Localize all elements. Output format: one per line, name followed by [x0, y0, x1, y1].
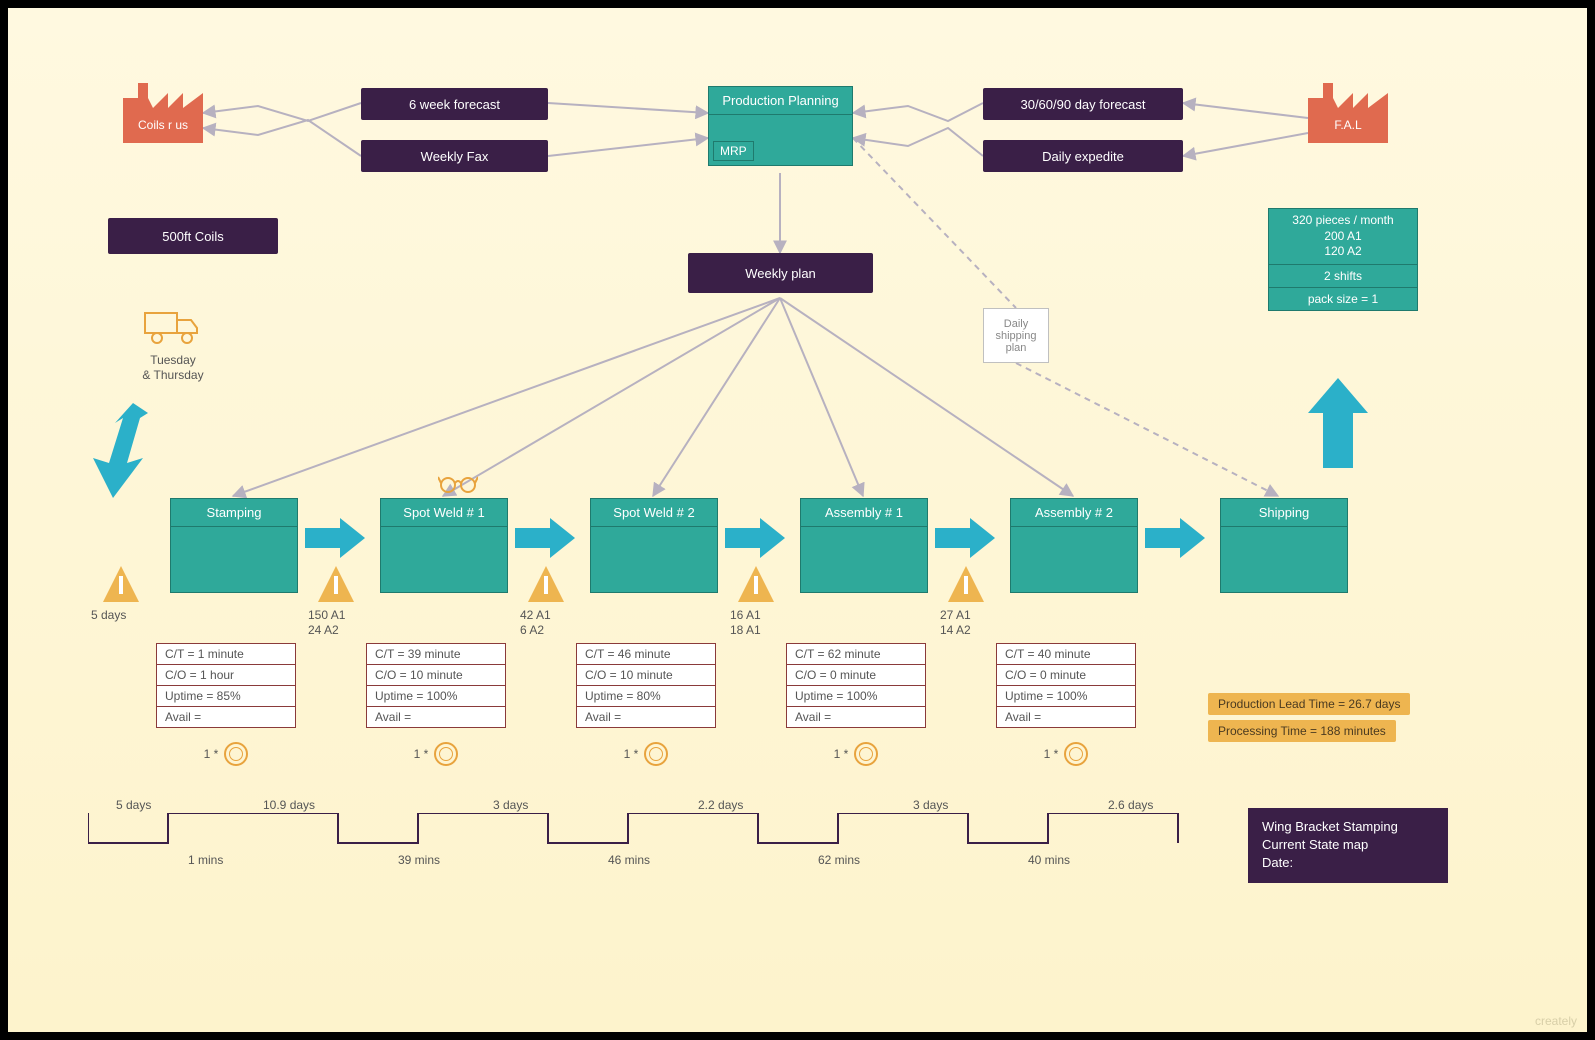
supplier-factory: Coils r us: [123, 83, 203, 146]
watermark: creately: [1535, 1014, 1577, 1028]
demand-pack: pack size = 1: [1269, 288, 1417, 310]
push-arrow-5: [1145, 518, 1205, 558]
inv-label-3a: 16 A1: [730, 608, 761, 622]
title-panel: Wing Bracket Stamping Current State map …: [1248, 808, 1448, 883]
demand-a2: 120 A2: [1279, 244, 1407, 260]
inv-label-1b: 24 A2: [308, 623, 339, 637]
box-weekly-fax: Weekly Fax: [361, 140, 548, 172]
demand-pieces: 320 pieces / month: [1279, 213, 1407, 229]
metric-2: C/T = 46 minute C/O = 10 minute Uptime =…: [576, 643, 716, 728]
summary-lead: Production Lead Time = 26.7 days: [1208, 693, 1410, 715]
inv-label-2b: 6 A2: [520, 623, 544, 637]
op-3: 1 *: [786, 742, 926, 766]
proc-spotweld2: Spot Weld # 2: [590, 498, 718, 593]
inv-label-1a: 150 A1: [308, 608, 345, 622]
production-planning-title: Production Planning: [709, 87, 852, 115]
op-2: 1 *: [576, 742, 716, 766]
demand-a1: 200 A1: [1279, 229, 1407, 245]
daily-shipping-plan: Daily shipping plan: [983, 308, 1049, 363]
op-4: 1 *: [996, 742, 1136, 766]
tl-bot-4: 40 mins: [1028, 853, 1070, 867]
glasses-icon: [438, 473, 478, 498]
tl-bot-1: 39 mins: [398, 853, 440, 867]
box-daily-expedite: Daily expedite: [983, 140, 1183, 172]
supplier-label: Coils r us: [123, 118, 203, 132]
inv-tri-4: [948, 566, 984, 602]
truck-sched-1: Tuesday: [138, 353, 208, 367]
truck-icon: [143, 308, 203, 353]
demand-panel: 320 pieces / month 200 A1 120 A2 2 shift…: [1268, 208, 1418, 311]
push-arrow-4: [935, 518, 995, 558]
production-planning: Production Planning MRP: [708, 86, 853, 166]
customer-label: F.A.L: [1308, 118, 1388, 132]
metric-3: C/T = 62 minute C/O = 0 minute Uptime = …: [786, 643, 926, 728]
push-arrow-1: [305, 518, 365, 558]
inv-label-3b: 18 A1: [730, 623, 761, 637]
inv-label-0: 5 days: [91, 608, 126, 622]
inv-tri-0: [103, 566, 139, 602]
tl-top-4: 3 days: [913, 798, 948, 812]
mrp-tag: MRP: [713, 141, 754, 161]
ship-arrow-up: [1308, 378, 1368, 468]
tl-top-2: 3 days: [493, 798, 528, 812]
supply-arrow-down: [93, 403, 153, 503]
box-forecast6: 6 week forecast: [361, 88, 548, 120]
inv-label-4a: 27 A1: [940, 608, 971, 622]
inv-label-2a: 42 A1: [520, 608, 551, 622]
metric-1: C/T = 39 minute C/O = 10 minute Uptime =…: [366, 643, 506, 728]
demand-shifts: 2 shifts: [1269, 265, 1417, 288]
inv-tri-3: [738, 566, 774, 602]
metric-0: C/T = 1 minute C/O = 1 hour Uptime = 85%…: [156, 643, 296, 728]
tl-top-1: 10.9 days: [263, 798, 315, 812]
tl-bot-0: 1 mins: [188, 853, 223, 867]
tl-top-0: 5 days: [116, 798, 151, 812]
weekly-plan: Weekly plan: [688, 253, 873, 293]
op-0: 1 *: [156, 742, 296, 766]
box-500ft-coils: 500ft Coils: [108, 218, 278, 254]
proc-spotweld1: Spot Weld # 1: [380, 498, 508, 593]
inv-tri-2: [528, 566, 564, 602]
proc-assembly2: Assembly # 2: [1010, 498, 1138, 593]
customer-factory: F.A.L: [1308, 83, 1388, 146]
tl-top-3: 2.2 days: [698, 798, 743, 812]
box-forecast306090: 30/60/90 day forecast: [983, 88, 1183, 120]
summary-proc: Processing Time = 188 minutes: [1208, 720, 1396, 742]
tl-bot-3: 62 mins: [818, 853, 860, 867]
inv-tri-1: [318, 566, 354, 602]
tl-bot-2: 46 mins: [608, 853, 650, 867]
proc-stamping: Stamping: [170, 498, 298, 593]
tl-top-5: 2.6 days: [1108, 798, 1153, 812]
vsm-canvas: Coils r us F.A.L 6 week forecast Weekly …: [0, 0, 1595, 1040]
push-arrow-3: [725, 518, 785, 558]
inv-label-4b: 14 A2: [940, 623, 971, 637]
push-arrow-2: [515, 518, 575, 558]
proc-assembly1: Assembly # 1: [800, 498, 928, 593]
metric-4: C/T = 40 minute C/O = 0 minute Uptime = …: [996, 643, 1136, 728]
proc-shipping: Shipping: [1220, 498, 1348, 593]
op-1: 1 *: [366, 742, 506, 766]
truck-sched-2: & Thursday: [138, 368, 208, 382]
